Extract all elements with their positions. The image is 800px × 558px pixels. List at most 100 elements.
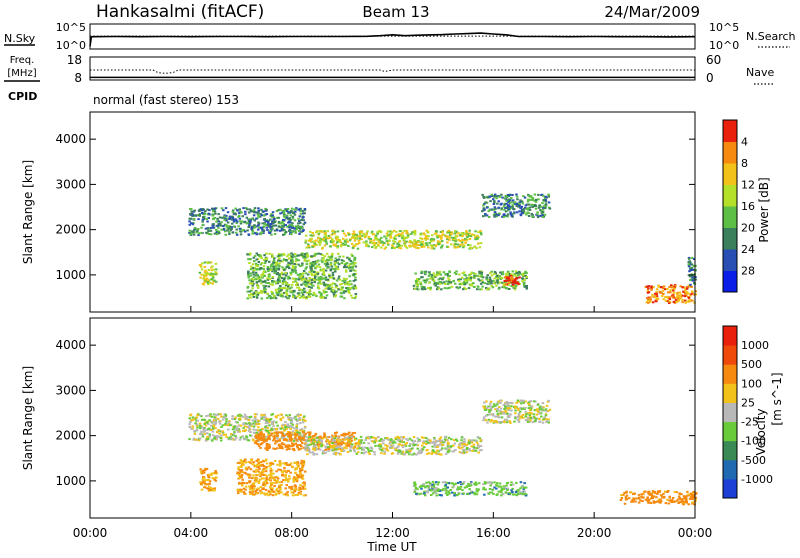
echo-cell [518,205,521,207]
echo-cell [345,263,348,265]
echo-cell [275,267,278,269]
echo-cell [279,212,282,214]
echo-cell [278,486,281,488]
echo-cell [206,436,209,438]
echo-cell [690,293,693,295]
echo-cell [272,262,275,264]
echo-cell [436,282,439,284]
echo-cell [215,229,218,231]
echo-cell [192,231,195,233]
echo-cell [317,446,320,448]
echo-cell [305,240,308,242]
echo-cell [348,233,351,235]
echo-cell [489,421,492,423]
echo-cell [382,442,385,444]
echo-cell [351,297,354,299]
echo-cell [545,418,548,420]
echo-cell [298,492,301,494]
echo-cell [544,214,547,216]
echo-cell [298,230,301,232]
echo-cell [466,448,469,450]
echo-cell [524,279,527,281]
echo-cell [254,207,256,209]
echo-cell [347,451,350,453]
echo-cell [548,201,551,203]
echo-cell [260,414,263,416]
echo-cell [656,297,659,299]
echo-cell [448,287,451,289]
echo-cell [295,272,298,274]
echo-cell [286,449,289,451]
echo-cell [349,270,352,272]
echo-cell [470,277,473,279]
echo-cell [208,269,211,271]
echo-cell [291,208,294,210]
echo-cell [303,296,306,298]
echo-cell [276,262,279,264]
echo-cell [205,415,208,417]
echo-cell [197,234,200,236]
echo-cell [307,245,310,247]
echo-cell [278,431,281,433]
echo-cell [337,230,340,232]
echo-cell [249,208,252,210]
echo-cell [389,443,392,445]
echo-cell [297,255,300,257]
echo-cell [419,440,422,442]
echo-cell [359,233,362,235]
echo-cell [521,408,524,410]
echo-cell [448,275,451,277]
echo-cell [323,273,326,275]
echo-cell [273,218,276,220]
echo-cell [488,282,491,284]
echo-cell [318,442,321,444]
echo-cell [273,294,276,296]
echo-cell [530,413,533,415]
echo-cell [289,437,292,439]
echo-cell [347,437,350,439]
echo-cell [272,211,275,213]
echo-cell [278,225,281,227]
echo-cell [373,244,376,246]
echo-cell [309,436,312,438]
echo-cell [263,225,266,227]
echo-cell [527,421,530,423]
echo-cell [380,241,383,243]
echo-cell [431,276,434,278]
echo-cell [318,291,321,293]
echo-cell [512,199,515,201]
y-tick-label: 3000 [55,177,86,191]
echo-cell [691,267,694,269]
echo-cell [270,223,273,225]
echo-cell [541,409,544,411]
echo-cell [258,276,261,278]
echo-cell [264,426,267,428]
echo-cell [299,472,302,474]
echo-cell [401,245,404,247]
echo-cell [489,196,492,198]
echo-cell [427,442,430,444]
echo-cell [447,443,450,445]
echo-cell [327,230,330,232]
echo-cell [287,211,290,213]
echo-cell [205,425,208,427]
echo-cell [371,448,374,450]
echo-cell [298,434,301,436]
echo-cell [265,285,268,287]
echo-cell [414,233,417,235]
echo-cell [265,429,268,431]
echo-cell [248,427,251,429]
echo-cell [300,213,303,215]
echo-cell [499,483,502,485]
echo-cell [343,266,346,268]
echo-cell [433,438,436,440]
echo-cell [203,283,206,285]
echo-cell [278,262,281,264]
echo-cell [291,486,294,488]
echo-cell [331,256,334,258]
echo-cell [378,440,381,442]
echo-cell [474,273,477,275]
echo-cell [304,208,307,210]
echo-cell [265,470,268,472]
echo-cell [514,279,517,281]
